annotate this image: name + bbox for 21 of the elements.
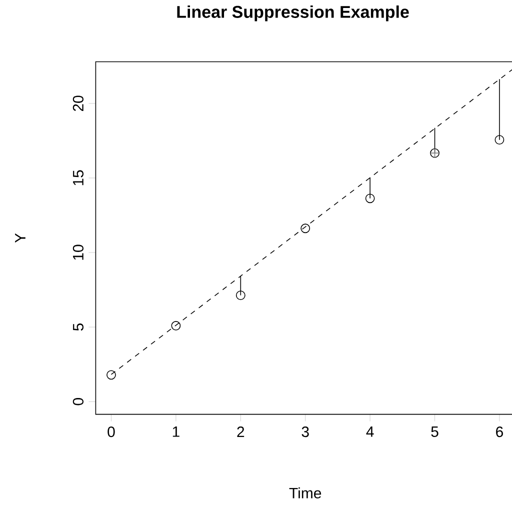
y-axis-title: Y [15, 233, 26, 243]
x-tick-label: 1 [172, 426, 180, 437]
point [365, 194, 375, 204]
x-tick-label: 5 [431, 426, 438, 437]
x-tick-label: 0 [108, 426, 115, 438]
point [106, 370, 116, 380]
x-tick-label: 2 [237, 426, 244, 437]
y-tick-label: 10 [72, 244, 84, 260]
x-tick-label: 4 [366, 426, 374, 437]
point [300, 224, 310, 234]
y-tick-label: 20 [72, 96, 84, 112]
point [494, 135, 504, 145]
point [236, 290, 246, 300]
x-tick-label: 6 [496, 426, 503, 438]
x-tick-label: 3 [302, 426, 309, 438]
y-tick-label: 15 [73, 170, 84, 186]
point [171, 321, 181, 330]
y-tick-label: 5 [73, 324, 84, 331]
x-axis-title: Time [289, 487, 322, 498]
y-tick-label: 0 [72, 398, 84, 406]
chart-title: Linear Suppression Example [177, 5, 409, 22]
